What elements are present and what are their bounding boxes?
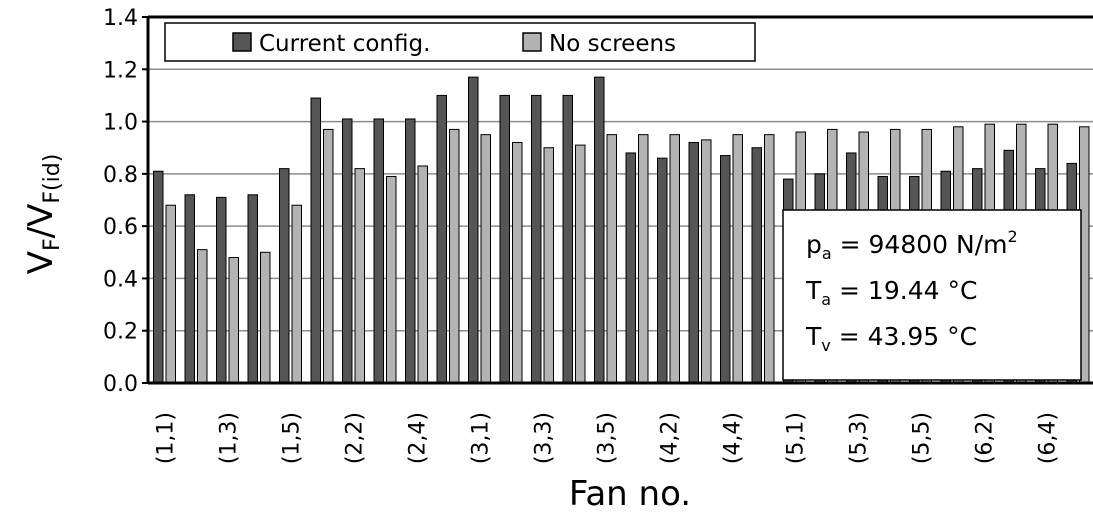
bar-no-screens	[543, 147, 554, 384]
bar-no-screens	[449, 128, 460, 384]
bar-current-config	[688, 141, 699, 384]
y-tick-label: 0.4	[103, 267, 138, 292]
x-tick-label: (4,2)	[658, 412, 683, 464]
x-tick-label: (6,4)	[1036, 412, 1061, 464]
bar-no-screens	[638, 134, 649, 384]
axes	[146, 15, 1093, 385]
bar-no-screens	[512, 141, 523, 384]
bar-current-config	[184, 194, 195, 384]
bar-no-screens	[606, 134, 617, 384]
x-tick-label: (1,5)	[280, 412, 305, 464]
bar-no-screens	[291, 204, 302, 384]
bar-no-screens	[260, 251, 271, 384]
bar-current-config	[342, 118, 353, 384]
bar-current-config	[310, 97, 321, 384]
bar-no-screens	[480, 134, 491, 384]
condition-ambient-temp: Ta = 19.44 °C	[805, 276, 977, 309]
y-axis-label-sub: F	[40, 238, 65, 251]
y-axis-label-base2: V	[21, 204, 61, 227]
x-tick-label: (3,1)	[469, 412, 494, 464]
x-tick-label: (1,1)	[154, 412, 179, 464]
conditions-box: pa = 94800 N/m2 Ta = 19.44 °C Tv = 43.95…	[782, 209, 1082, 381]
bar-current-config	[153, 170, 164, 384]
bar-current-config	[720, 155, 731, 384]
x-tick-label: (3,3)	[532, 412, 557, 464]
x-tick-label: (3,5)	[595, 412, 620, 464]
bar-no-screens	[669, 134, 680, 384]
bar-current-config	[625, 152, 636, 384]
y-tick-label: 0.8	[103, 163, 138, 188]
legend-label-no-screens: No screens	[549, 31, 676, 57]
bar-current-config	[562, 94, 573, 384]
bar-no-screens	[386, 175, 397, 384]
bar-current-config	[373, 118, 384, 384]
bar-no-screens	[575, 144, 586, 384]
x-axis-label: Fan no.	[569, 474, 691, 514]
x-tick-label: (4,4)	[721, 412, 746, 464]
bar-current-config	[405, 118, 416, 384]
x-tick-label: (6,2)	[973, 412, 998, 464]
condition-vapor-temp: Tv = 43.95 °C	[805, 322, 977, 355]
x-tick-label: (5,5)	[910, 412, 935, 464]
bar-current-config	[468, 76, 479, 384]
y-tick-labels: 0.0 0.2 0.4 0.6 0.8 1.0 1.2 1.4	[103, 6, 148, 397]
bar-no-screens	[417, 165, 428, 384]
y-tick-label: 0.0	[103, 372, 138, 397]
y-tick-label: 1.0	[103, 111, 138, 136]
bar-no-screens	[764, 134, 775, 384]
bar-current-config	[531, 94, 542, 384]
legend-box	[164, 22, 756, 62]
legend-swatch-no-screens	[522, 32, 542, 52]
x-tick-label: (1,3)	[217, 412, 242, 464]
x-tick-label: (2,2)	[343, 412, 368, 464]
bar-no-screens	[732, 134, 743, 384]
y-axis-label-base: V	[21, 251, 61, 274]
bar-current-config	[216, 196, 227, 384]
bar-current-config	[247, 194, 258, 384]
legend-label-current-config: Current config.	[259, 31, 430, 57]
y-axis-label: VF/VF(id)	[21, 154, 65, 275]
bar-no-screens	[165, 204, 176, 384]
bar-current-config	[499, 94, 510, 384]
y-tick-label: 1.4	[103, 6, 138, 31]
bar-no-screens	[701, 139, 712, 384]
legend: Current config. No screens	[164, 22, 756, 62]
y-axis-label-sep: /	[21, 226, 61, 238]
legend-swatch-current-config	[232, 32, 252, 52]
bar-no-screens	[354, 168, 365, 384]
bar-no-screens	[228, 257, 239, 384]
conditions-box-frame	[782, 209, 1082, 381]
x-tick-label: (5,3)	[847, 412, 872, 464]
bar-current-config	[436, 94, 447, 384]
y-tick-label: 0.2	[103, 320, 138, 345]
bar-current-config	[594, 76, 605, 384]
y-axis-label-sub2: F(id)	[40, 154, 65, 204]
y-tick-label: 1.2	[103, 58, 138, 83]
y-tick-label: 0.6	[103, 215, 138, 240]
bar-current-config	[657, 157, 668, 384]
x-tick-label: (5,1)	[784, 412, 809, 464]
x-tick-labels: (1,1) (1,3) (1,5) (2,2) (2,4) (3,1) (3,3) (3,5)…	[154, 412, 1061, 464]
bar-no-screens	[323, 128, 334, 384]
bar-current-config	[751, 147, 762, 384]
bar-no-screens	[197, 249, 208, 384]
condition-pressure: pa = 94800 N/m2	[806, 227, 1018, 263]
bar-current-config	[279, 168, 290, 384]
x-tick-label: (2,4)	[406, 412, 431, 464]
